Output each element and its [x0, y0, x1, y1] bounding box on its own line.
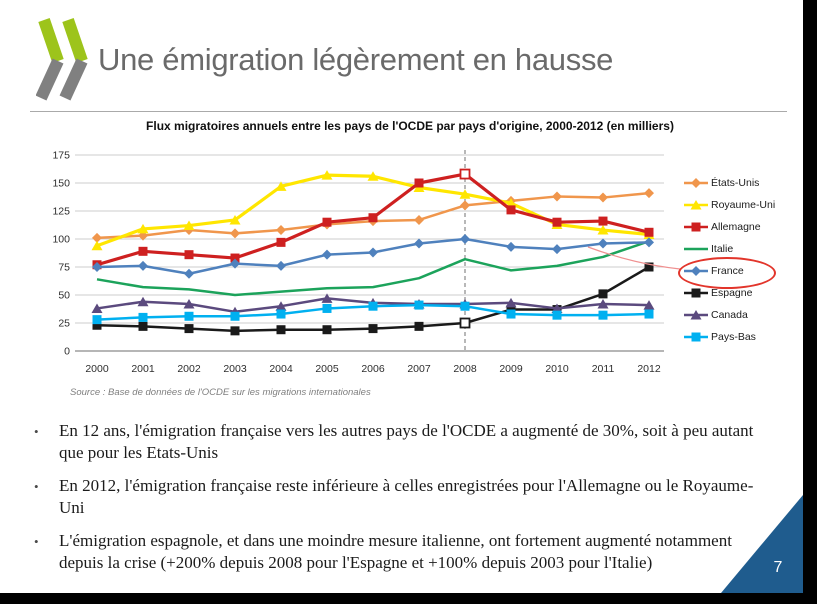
svg-text:50: 50: [58, 290, 70, 302]
legend-item-espagne: Espagne: [684, 282, 775, 304]
header-divider: [30, 111, 787, 112]
svg-text:2008: 2008: [453, 363, 477, 375]
bullet-text: L'émigration espagnole, et dans une moin…: [59, 531, 732, 573]
series-royaume-uni: [91, 170, 655, 251]
svg-text:2011: 2011: [592, 363, 615, 375]
svg-text:25: 25: [58, 318, 70, 330]
legend-label: Royaume-Uni: [711, 199, 776, 211]
legend-label: Italie: [711, 243, 734, 255]
svg-text:2003: 2003: [223, 363, 247, 375]
series-allemagne: [92, 168, 654, 270]
legend-label: États-Unis: [711, 177, 760, 189]
svg-text:100: 100: [52, 234, 70, 246]
legend-item-italie: Italie: [684, 238, 775, 260]
legend-item--tats-unis: États-Unis: [684, 172, 775, 194]
svg-text:2006: 2006: [361, 363, 385, 375]
slide-title: Une émigration légèrement en hausse: [98, 42, 614, 77]
bullet-list: • En 12 ans, l'émigration française vers…: [34, 420, 768, 586]
svg-text:2012: 2012: [637, 363, 661, 375]
svg-text:0: 0: [64, 346, 70, 358]
legend-marker-icon: [684, 332, 708, 342]
legend-marker-icon: [684, 200, 708, 210]
bottom-border-bar: [0, 593, 817, 604]
gridlines-and-yticks: 0 25 50 75 100 125 150 175: [52, 150, 664, 358]
bullet-item: • En 12 ans, l'émigration française vers…: [34, 420, 768, 464]
svg-text:75: 75: [58, 262, 70, 274]
legend-label: Allemagne: [711, 221, 761, 233]
legend-marker-icon: [684, 310, 708, 320]
france-callout-line: [587, 246, 681, 270]
svg-text:2005: 2005: [315, 363, 339, 375]
legend-marker-icon: [684, 288, 708, 298]
svg-text:2010: 2010: [545, 363, 569, 375]
svg-text:2004: 2004: [269, 363, 293, 375]
legend-marker-icon: [684, 222, 708, 232]
legend-label: Pays-Bas: [711, 331, 756, 343]
legend-item-royaume-uni: Royaume-Uni: [684, 194, 775, 216]
svg-text:2000: 2000: [85, 363, 109, 375]
oecd-chevrons-logo-icon: [36, 18, 88, 101]
svg-text:150: 150: [52, 178, 70, 190]
series-france: [92, 234, 654, 279]
bullet-item: • En 2012, l'émigration française reste …: [34, 475, 768, 519]
series-pays-bas: [92, 300, 654, 325]
legend-item-allemagne: Allemagne: [684, 216, 775, 238]
legend-marker-icon: [684, 247, 708, 251]
svg-text:2002: 2002: [177, 363, 201, 375]
bullet-dot-icon: •: [34, 534, 39, 550]
page-number: 7: [773, 559, 783, 576]
bullet-dot-icon: •: [34, 424, 39, 439]
bullet-text: En 12 ans, l'émigration française vers l…: [59, 421, 754, 463]
france-highlight-ellipse: [678, 257, 776, 289]
legend-item-canada: Canada: [684, 304, 775, 326]
svg-text:2009: 2009: [499, 363, 523, 375]
legend-label: Espagne: [711, 287, 753, 299]
legend-marker-icon: [684, 178, 708, 188]
series-italie: [96, 240, 650, 297]
right-border-bar: [803, 0, 817, 604]
legend-item-pays-bas: Pays-Bas: [684, 326, 775, 348]
svg-text:2007: 2007: [407, 363, 431, 375]
svg-text:125: 125: [52, 206, 70, 218]
chart-title: Flux migratoires annuels entre les pays …: [146, 119, 674, 133]
bullet-item: • L'émigration espagnole, et dans une mo…: [34, 530, 768, 574]
legend-label: Canada: [711, 309, 748, 321]
bullet-text: En 2012, l'émigration française reste in…: [59, 476, 754, 518]
bullet-dot-icon: •: [34, 479, 39, 495]
chart-source-note: Source : Base de données de l'OCDE sur l…: [70, 387, 371, 398]
svg-text:175: 175: [52, 150, 70, 162]
x-axis-labels: 2000 2001 2002 2003 2004 2005 2006 2007 2008 2009…: [85, 363, 661, 375]
svg-text:2001: 2001: [131, 363, 155, 375]
